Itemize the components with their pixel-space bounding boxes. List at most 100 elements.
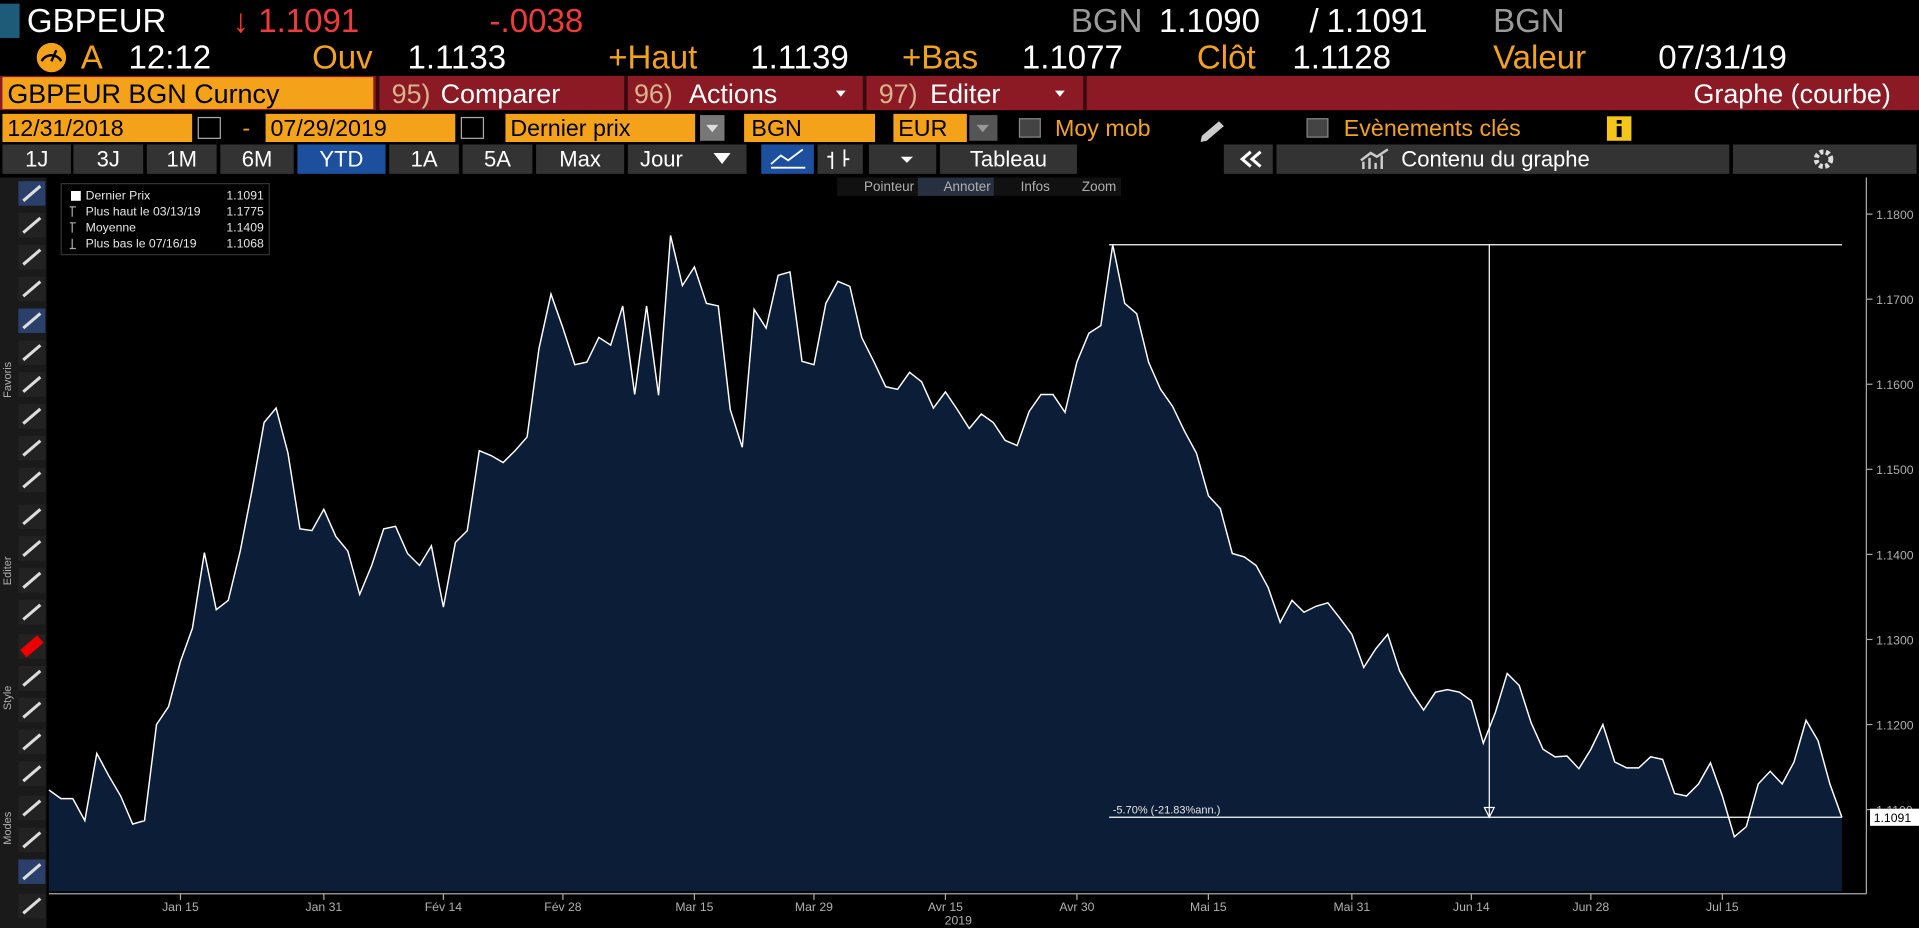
calendar-icon[interactable]: [197, 116, 221, 139]
calendar-icon[interactable]: [460, 116, 485, 139]
menu-item[interactable]: Actions: [689, 79, 777, 109]
view-name: Graphe (courbe): [1693, 79, 1890, 109]
x-tick-label: Jun 28: [1573, 900, 1610, 914]
period-label: 1M: [166, 146, 197, 171]
gear-icon: [1813, 149, 1834, 169]
frequency: Jour: [640, 146, 683, 171]
section-label: Editer: [2, 556, 14, 585]
legend-name: Plus haut le 03/13/19: [86, 204, 201, 218]
stat-label: A: [81, 40, 103, 77]
section-label: Style: [2, 686, 14, 710]
price-line: [48, 235, 1843, 839]
quote-row: GBPEUR ↓ 1.1091 -.0038 BGN 1.1090 / 1.10…: [27, 3, 1565, 40]
period-button[interactable]: [146, 144, 217, 174]
currency: EUR: [898, 115, 947, 141]
stat-label: Clôt: [1197, 40, 1256, 77]
period-label: 6M: [242, 146, 273, 171]
content-button[interactable]: [1276, 144, 1730, 174]
period-button[interactable]: [389, 144, 459, 174]
legend-value: 1.1409: [226, 220, 264, 234]
legend-name: Dernier Prix: [86, 189, 151, 203]
legend-value: 1.1775: [226, 204, 264, 218]
tool-glyph: [22, 863, 42, 881]
x-tick-label: Fév 14: [425, 900, 463, 914]
x-tick-label: Jan 31: [306, 900, 343, 914]
tool-glyph: [22, 603, 42, 621]
collapse-button[interactable]: [1223, 144, 1273, 174]
period-button[interactable]: [220, 144, 294, 174]
x-tick-label: Mai 15: [1190, 900, 1227, 914]
tool-glyph: [22, 471, 42, 489]
tool[interactable]: Pointeur: [864, 179, 915, 194]
legend-value: 1.1091: [226, 189, 264, 203]
y-tick-label: 1.1600: [1876, 378, 1914, 392]
tool-glyph: [22, 216, 42, 234]
currency-field[interactable]: [893, 113, 967, 143]
divider: [1083, 75, 1087, 111]
content-icon: [1360, 148, 1389, 169]
chart-type-button[interactable]: [817, 144, 863, 174]
area: [48, 235, 1842, 892]
field-select[interactable]: [505, 113, 696, 143]
source-field[interactable]: [744, 113, 876, 143]
stat-value: 1.1077: [1022, 40, 1123, 77]
arrow-head: [1483, 806, 1496, 819]
gauge-needle: [40, 49, 63, 62]
tool-glyph: [22, 897, 42, 915]
tool-glyph: [22, 248, 42, 266]
dropdown-arrow: [713, 153, 731, 165]
dropdown-button[interactable]: [868, 144, 937, 174]
chart-tools: Pointeur Annoter Infos Zoom: [864, 179, 1116, 194]
legend-value: 1.1068: [226, 236, 264, 250]
y-tick-label: 1.1500: [1876, 463, 1914, 477]
gauge-icon[interactable]: [36, 42, 67, 73]
tool-glyph: [22, 733, 42, 751]
period-button[interactable]: [462, 144, 533, 174]
period-label: Max: [559, 146, 601, 171]
security-field[interactable]: [2, 77, 374, 109]
checkbox[interactable]: [1306, 118, 1329, 138]
period-button[interactable]: [73, 144, 144, 174]
date-field[interactable]: [265, 113, 456, 143]
tool[interactable]: Annoter: [944, 179, 992, 194]
settings-button[interactable]: [1732, 144, 1917, 174]
tool[interactable]: Zoom: [1082, 179, 1116, 194]
stat-value: 1.1128: [1292, 40, 1391, 77]
line-icon: [770, 148, 806, 169]
stat-value: 1.1133: [408, 40, 507, 77]
legend-marker: [69, 206, 76, 217]
period-label: 5A: [484, 146, 511, 171]
checkbox[interactable]: [1018, 118, 1041, 138]
divider: [624, 75, 628, 111]
period-button[interactable]: [536, 144, 625, 174]
table-button[interactable]: [939, 144, 1077, 174]
x-axis-year: 2019: [945, 913, 972, 927]
settings-row: 12/31/2018 - 07/29/2019 Dernier prix BGN…: [2, 113, 1632, 143]
tool-glyph: [22, 407, 42, 425]
menu-item[interactable]: Comparer: [441, 79, 561, 109]
pen-icon[interactable]: [1200, 121, 1224, 143]
menu-item[interactable]: Editer: [930, 79, 1000, 109]
frequency-button[interactable]: [627, 144, 747, 174]
stat-label: +Haut: [608, 40, 697, 77]
launch-icon[interactable]: [0, 3, 20, 38]
menu-number: 97): [879, 79, 918, 109]
x-tick-label: Jun 14: [1453, 900, 1490, 914]
divider: [375, 75, 380, 111]
date-field[interactable]: [2, 113, 193, 143]
section-label: Modes: [2, 811, 14, 845]
tool-glyph: [22, 184, 42, 202]
bid-source: BGN: [1071, 3, 1143, 40]
tool-glyph: [22, 701, 42, 719]
source: BGN: [751, 115, 801, 141]
tool[interactable]: Infos: [1021, 179, 1050, 194]
tool-glyph: [22, 312, 42, 330]
period-button[interactable]: [2, 144, 71, 174]
x-tick-label: Avr 30: [1059, 900, 1094, 914]
end-date: 07/29/2019: [270, 115, 386, 141]
period-button[interactable]: [297, 144, 386, 174]
tool-glyph: [22, 539, 42, 557]
dropdown-arrow: [900, 156, 913, 163]
date-dash: -: [242, 115, 250, 141]
